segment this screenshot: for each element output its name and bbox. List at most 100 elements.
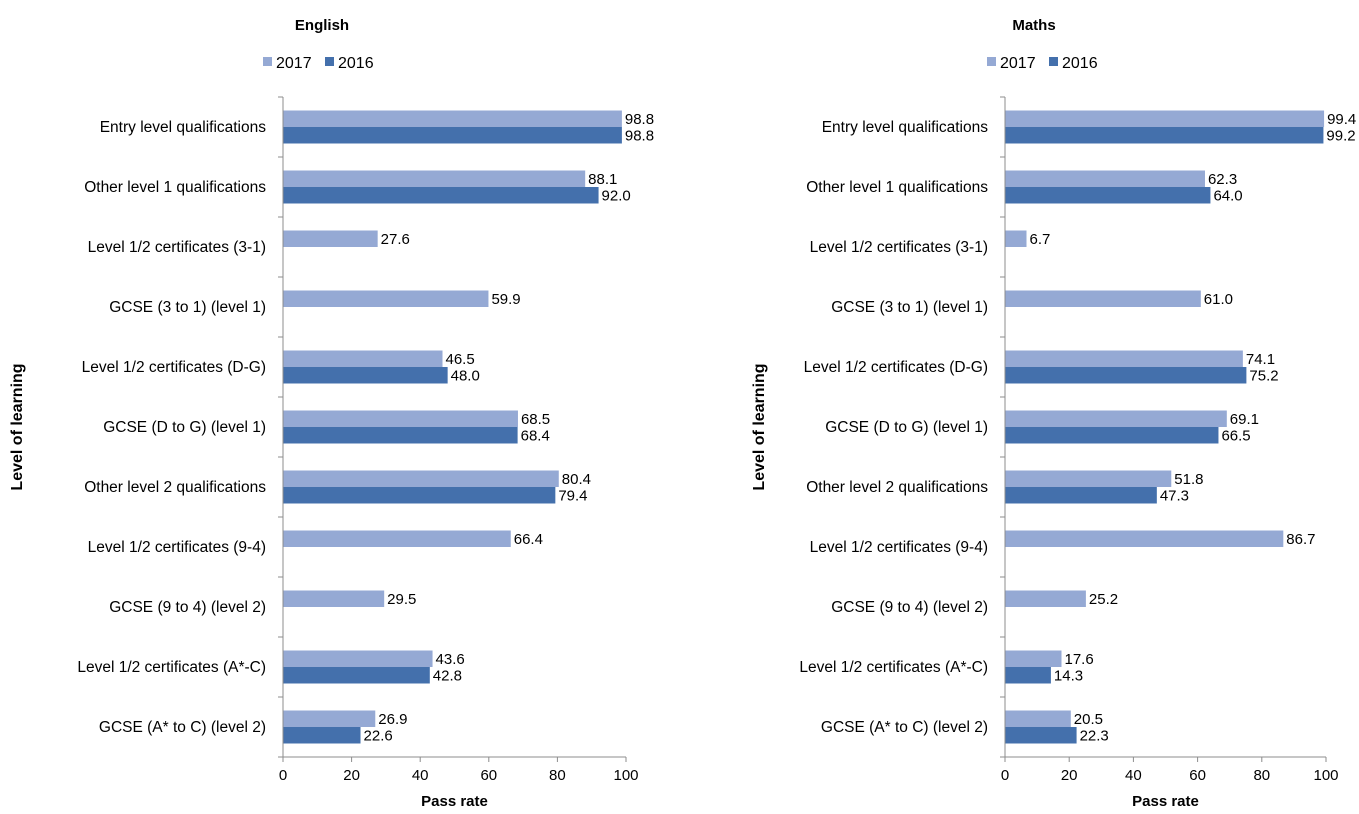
maths-bar-2016-level-1-2-certificates-d-g bbox=[1005, 367, 1247, 384]
english-data-label-2016-entry-level-qualifications: 98.8 bbox=[625, 127, 654, 144]
english-data-label-2017-level-1-2-certificates-d-g: 46.5 bbox=[445, 351, 474, 368]
english-bar-2017-gcse-d-to-g-level-1 bbox=[283, 410, 518, 427]
maths-category-label-gcse-3-to-1-level-1: GCSE (3 to 1) (level 1) bbox=[831, 299, 988, 316]
maths-data-label-2017-entry-level-qualifications: 99.4 bbox=[1327, 111, 1356, 128]
maths-category-label-level-1-2-certificates-a-c: Level 1/2 certificates (A*-C) bbox=[799, 659, 988, 676]
english-data-label-2017-gcse-a-to-c-level-2: 26.9 bbox=[378, 711, 407, 728]
english-data-label-2017-other-level-2-qualifications: 80.4 bbox=[562, 471, 591, 488]
maths-data-label-2016-entry-level-qualifications: 99.2 bbox=[1326, 127, 1355, 144]
maths-category-label-other-level-2-qualifications: Other level 2 qualifications bbox=[806, 479, 988, 496]
maths-y-axis-title: Level of learning bbox=[751, 363, 768, 490]
maths-data-label-2016-gcse-a-to-c-level-2: 22.3 bbox=[1080, 727, 1109, 744]
english-data-label-2017-level-1-2-certificates-3-1: 27.6 bbox=[381, 231, 410, 248]
english-bar-2017-gcse-9-to-4-level-2 bbox=[283, 590, 385, 607]
english-bar-2017-level-1-2-certificates-9-4 bbox=[283, 530, 511, 547]
maths-category-label-level-1-2-certificates-9-4: Level 1/2 certificates (9-4) bbox=[810, 539, 988, 556]
maths-x-tick-label-20: 20 bbox=[1061, 767, 1078, 784]
english-legend-label-2016: 2016 bbox=[338, 55, 374, 72]
maths-legend-label-2017: 2017 bbox=[1000, 55, 1036, 72]
maths-chart-title: Maths bbox=[1012, 17, 1055, 34]
english-data-label-2017-other-level-1-qualifications: 88.1 bbox=[588, 171, 617, 188]
english-data-label-2017-gcse-d-to-g-level-1: 68.5 bbox=[521, 411, 550, 428]
english-x-tick-label-40: 40 bbox=[412, 767, 429, 784]
english-category-label-gcse-3-to-1-level-1: GCSE (3 to 1) (level 1) bbox=[109, 299, 266, 316]
english-data-label-2016-gcse-a-to-c-level-2: 22.6 bbox=[364, 727, 393, 744]
english-data-label-2017-gcse-9-to-4-level-2: 29.5 bbox=[387, 591, 416, 608]
english-x-tick-label-100: 100 bbox=[613, 767, 638, 784]
maths-category-label-level-1-2-certificates-d-g: Level 1/2 certificates (D-G) bbox=[804, 359, 988, 376]
english-bar-2016-gcse-a-to-c-level-2 bbox=[283, 727, 361, 744]
maths-bar-2017-gcse-9-to-4-level-2 bbox=[1005, 590, 1086, 607]
maths-bar-2017-gcse-a-to-c-level-2 bbox=[1005, 710, 1071, 727]
english-bar-2017-gcse-a-to-c-level-2 bbox=[283, 710, 376, 727]
english-bar-2017-other-level-1-qualifications bbox=[283, 170, 586, 187]
english-data-label-2016-other-level-1-qualifications: 92.0 bbox=[602, 187, 631, 204]
english-category-label-level-1-2-certificates-9-4: Level 1/2 certificates (9-4) bbox=[88, 539, 266, 556]
english-chart-panel: English 2017 2016 Level of learning Pass rat… bbox=[0, 0, 680, 810]
maths-bar-chart: Maths 2017 2016 Level of learning Pass rate 0… bbox=[751, 17, 1356, 810]
english-category-label-level-1-2-certificates-a-c: Level 1/2 certificates (A*-C) bbox=[77, 659, 266, 676]
english-category-label-gcse-a-to-c-level-2: GCSE (A* to C) (level 2) bbox=[99, 719, 266, 736]
maths-x-tick-label-40: 40 bbox=[1125, 767, 1142, 784]
maths-bar-2017-gcse-d-to-g-level-1 bbox=[1005, 410, 1227, 427]
maths-data-label-2017-gcse-a-to-c-level-2: 20.5 bbox=[1074, 711, 1103, 728]
english-legend-swatch-2017 bbox=[263, 57, 272, 66]
english-category-label-gcse-9-to-4-level-2: GCSE (9 to 4) (level 2) bbox=[109, 599, 266, 616]
english-chart-title: English bbox=[295, 17, 349, 34]
maths-category-label-gcse-9-to-4-level-2: GCSE (9 to 4) (level 2) bbox=[831, 599, 988, 616]
maths-category-label-gcse-d-to-g-level-1: GCSE (D to G) (level 1) bbox=[825, 419, 988, 436]
english-x-axis-title: Pass rate bbox=[421, 793, 488, 809]
maths-data-label-2016-gcse-d-to-g-level-1: 66.5 bbox=[1221, 427, 1250, 444]
maths-legend-item-2016: 2016 bbox=[1049, 55, 1098, 72]
english-x-tick-label-60: 60 bbox=[480, 767, 497, 784]
maths-legend-swatch-2016 bbox=[1049, 57, 1058, 66]
maths-x-tick-label-80: 80 bbox=[1253, 767, 1270, 784]
maths-data-label-2017-level-1-2-certificates-d-g: 74.1 bbox=[1246, 351, 1275, 368]
english-category-label-entry-level-qualifications: Entry level qualifications bbox=[100, 119, 267, 136]
maths-data-label-2017-gcse-9-to-4-level-2: 25.2 bbox=[1089, 591, 1118, 608]
maths-legend-swatch-2017 bbox=[987, 57, 996, 66]
maths-bar-2016-gcse-d-to-g-level-1 bbox=[1005, 427, 1219, 444]
english-bar-2017-level-1-2-certificates-a-c bbox=[283, 650, 433, 667]
maths-bar-2017-gcse-3-to-1-level-1 bbox=[1005, 290, 1201, 307]
maths-x-axis-title: Pass rate bbox=[1132, 793, 1199, 809]
maths-data-label-2017-level-1-2-certificates-a-c: 17.6 bbox=[1064, 651, 1093, 668]
maths-data-label-2017-level-1-2-certificates-3-1: 6.7 bbox=[1030, 231, 1051, 248]
maths-chart-panel: Maths 2017 2016 Level of learning Pass rate 0… bbox=[680, 0, 1359, 810]
maths-data-label-2016-other-level-2-qualifications: 47.3 bbox=[1160, 487, 1189, 504]
english-bar-2016-other-level-1-qualifications bbox=[283, 187, 599, 204]
english-bar-2017-gcse-3-to-1-level-1 bbox=[283, 290, 489, 307]
maths-category-label-entry-level-qualifications: Entry level qualifications bbox=[822, 119, 989, 136]
english-data-label-2017-entry-level-qualifications: 98.8 bbox=[625, 111, 654, 128]
english-category-label-gcse-d-to-g-level-1: GCSE (D to G) (level 1) bbox=[103, 419, 266, 436]
english-bar-2017-entry-level-qualifications bbox=[283, 110, 622, 127]
maths-bar-2016-gcse-a-to-c-level-2 bbox=[1005, 727, 1077, 744]
maths-bar-2017-level-1-2-certificates-a-c bbox=[1005, 650, 1062, 667]
english-x-tick-label-20: 20 bbox=[343, 767, 360, 784]
maths-data-label-2017-level-1-2-certificates-9-4: 86.7 bbox=[1286, 531, 1315, 548]
maths-x-tick-label-0: 0 bbox=[1001, 767, 1009, 784]
english-category-label-level-1-2-certificates-d-g: Level 1/2 certificates (D-G) bbox=[82, 359, 266, 376]
english-data-label-2016-other-level-2-qualifications: 79.4 bbox=[558, 487, 587, 504]
english-legend-swatch-2016 bbox=[325, 57, 334, 66]
maths-category-label-other-level-1-qualifications: Other level 1 qualifications bbox=[806, 179, 988, 196]
maths-data-label-2017-gcse-d-to-g-level-1: 69.1 bbox=[1230, 411, 1259, 428]
english-bar-chart: English 2017 2016 Level of learning Pass rat… bbox=[9, 17, 654, 810]
maths-bar-2017-other-level-1-qualifications bbox=[1005, 170, 1205, 187]
english-category-label-other-level-2-qualifications: Other level 2 qualifications bbox=[84, 479, 266, 496]
maths-bar-2017-level-1-2-certificates-d-g bbox=[1005, 350, 1243, 367]
english-data-label-2017-level-1-2-certificates-9-4: 66.4 bbox=[514, 531, 543, 548]
english-category-label-other-level-1-qualifications: Other level 1 qualifications bbox=[84, 179, 266, 196]
maths-x-tick-label-60: 60 bbox=[1189, 767, 1206, 784]
maths-data-label-2016-level-1-2-certificates-d-g: 75.2 bbox=[1249, 367, 1278, 384]
english-bar-2016-level-1-2-certificates-a-c bbox=[283, 667, 430, 684]
maths-data-label-2016-level-1-2-certificates-a-c: 14.3 bbox=[1054, 667, 1083, 684]
english-bar-2017-level-1-2-certificates-3-1 bbox=[283, 230, 378, 247]
maths-bar-2016-other-level-1-qualifications bbox=[1005, 187, 1211, 204]
english-legend-label-2017: 2017 bbox=[276, 55, 312, 72]
english-data-label-2016-gcse-d-to-g-level-1: 68.4 bbox=[521, 427, 550, 444]
english-y-axis-title: Level of learning bbox=[9, 363, 26, 490]
english-bar-2017-other-level-2-qualifications bbox=[283, 470, 559, 487]
maths-bar-2016-other-level-2-qualifications bbox=[1005, 487, 1157, 504]
